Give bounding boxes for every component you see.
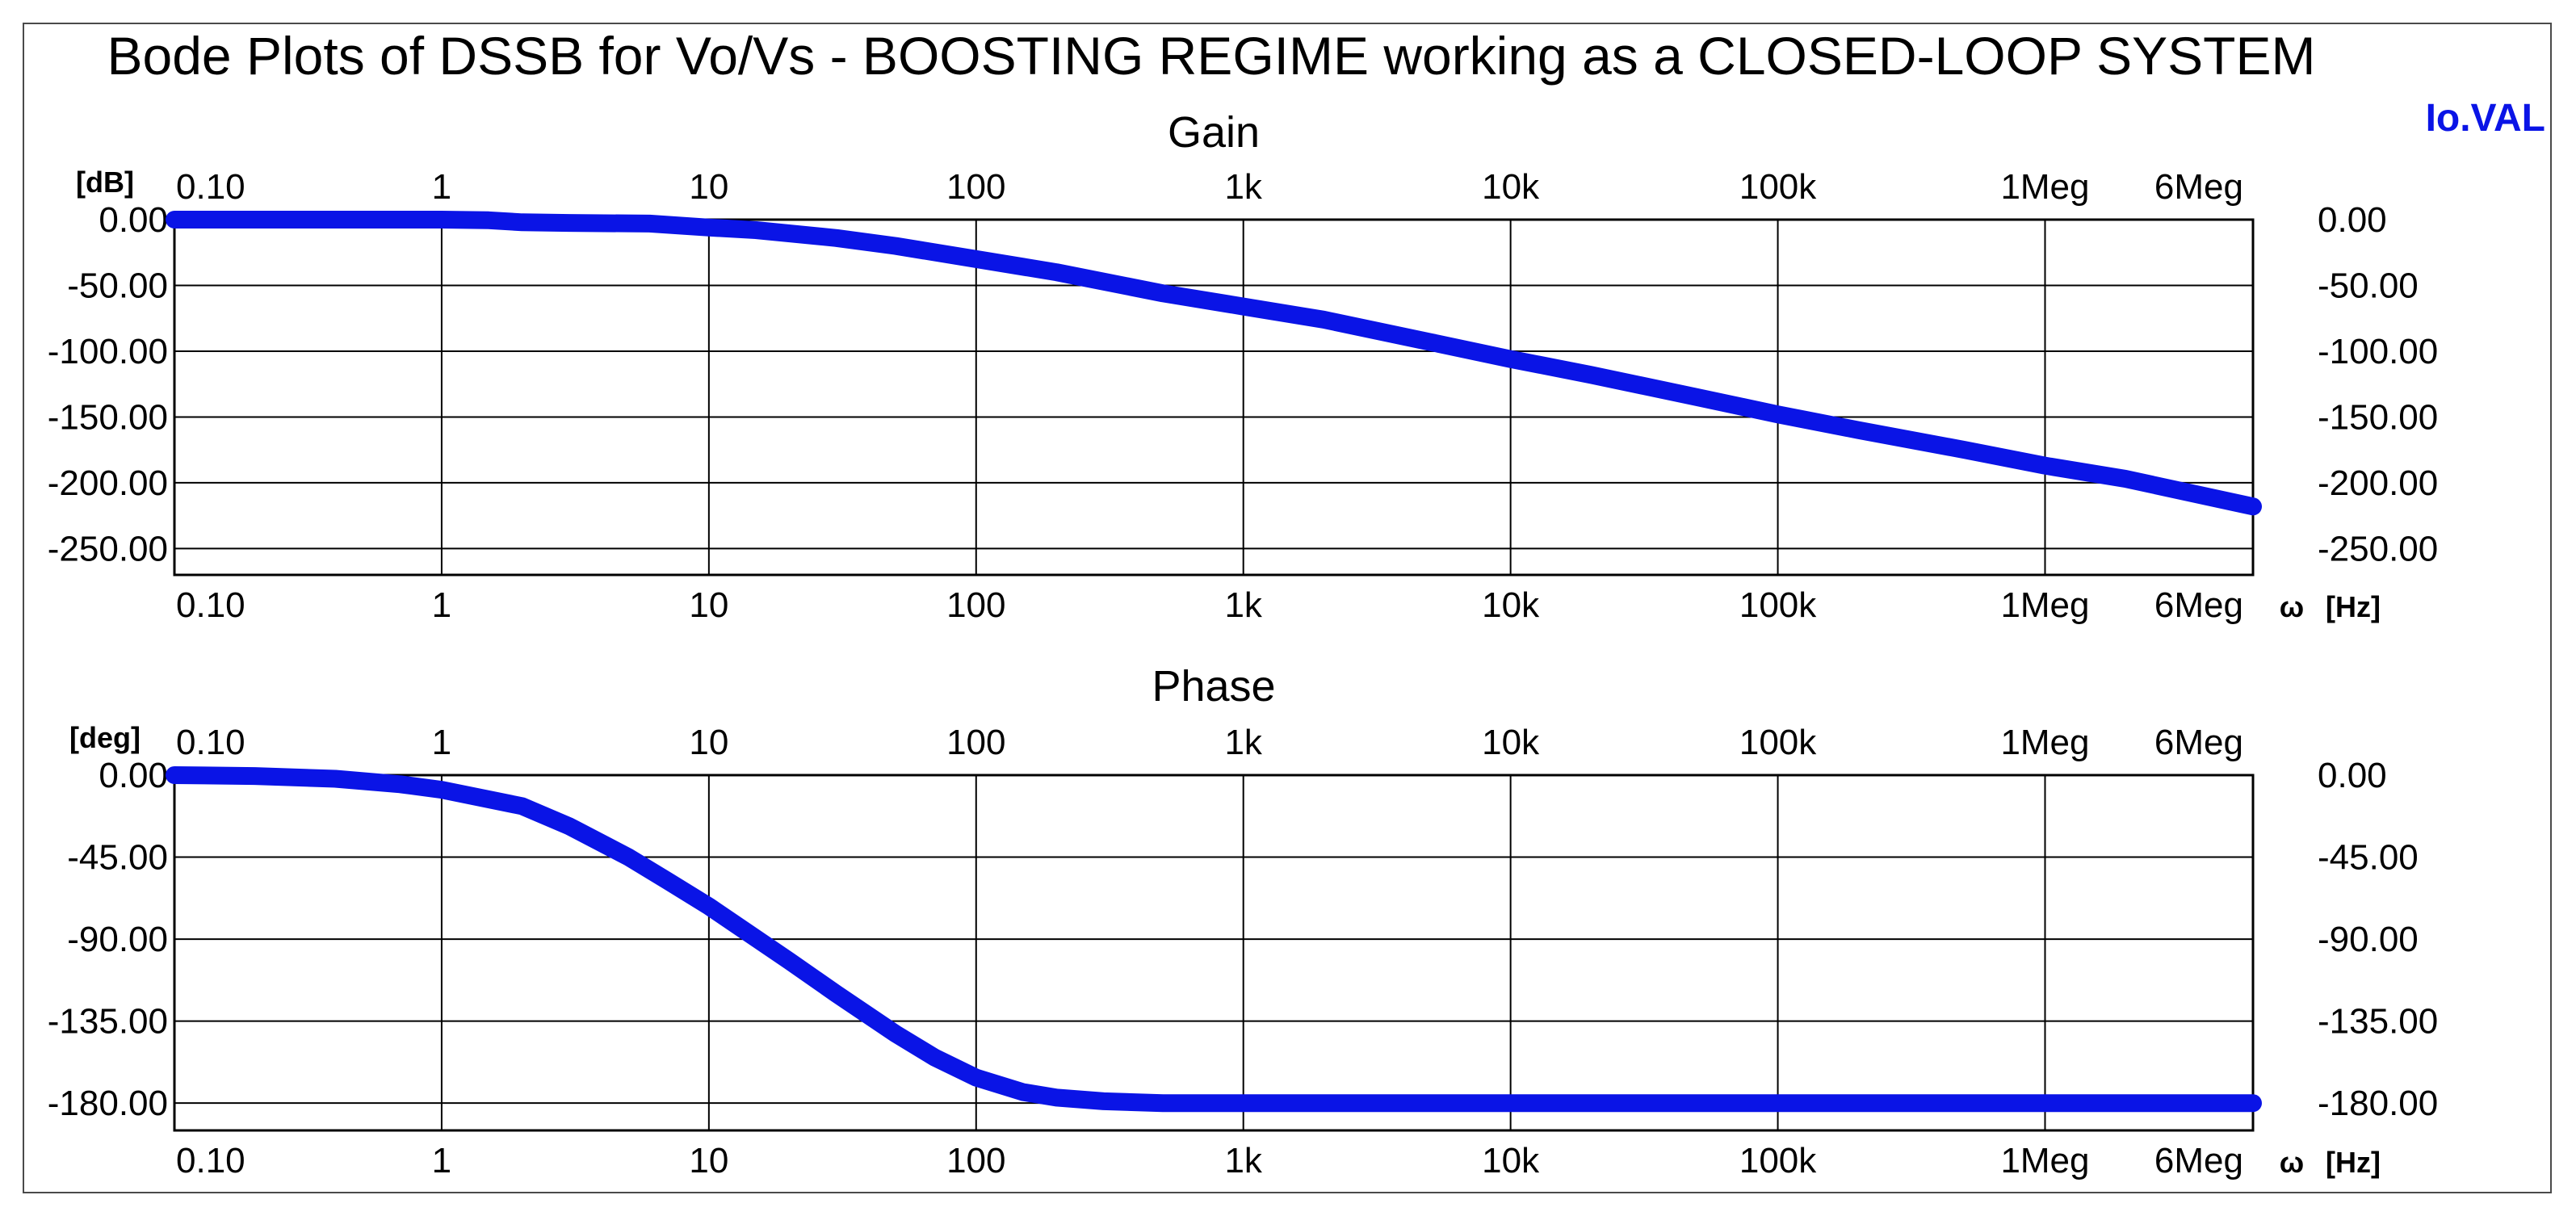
phase-x-tick-label-top: 1k — [1224, 723, 1262, 762]
gain-y-tick-label-right: -150.00 — [2318, 397, 2438, 437]
gain-y-axis-unit: [dB] — [76, 166, 134, 199]
gain-x-tick-label-bottom: 1 — [432, 585, 451, 625]
gain-x-tick-label-top: 10 — [689, 167, 728, 207]
phase-x-tick-label-top: 10 — [689, 723, 728, 762]
gain-y-tick-label-left: -150.00 — [48, 397, 168, 437]
gain-x-tick-label-top: 10k — [1482, 167, 1540, 207]
gain-y-tick-label-left: 0.00 — [99, 200, 168, 240]
gain-x-tick-label-top: 1 — [432, 167, 451, 207]
phase-x-tick-label-bottom: 10k — [1482, 1141, 1540, 1180]
phase-x-tick-label-bottom: 10 — [689, 1141, 728, 1180]
phase-y-tick-label-right: -45.00 — [2318, 838, 2419, 878]
phase-x-tick-label-top: 100 — [946, 723, 1005, 762]
plots-group: Gain0.100.101110101001001k1k10k10k100k10… — [48, 108, 2438, 1180]
phase-x-tick-label-bottom: 1k — [1224, 1141, 1262, 1180]
phase-y-axis-unit: [deg] — [69, 721, 141, 754]
gain-x-axis-symbol: ω — [2280, 590, 2304, 623]
phase-y-tick-label-left: -45.00 — [67, 838, 168, 878]
phase-y-tick-label-right: -180.00 — [2318, 1084, 2438, 1123]
phase-x-tick-label-top: 10k — [1482, 723, 1540, 762]
phase-x-tick-label-top: 1Meg — [2000, 723, 2089, 762]
legend-label: Io.VAL — [2426, 97, 2545, 140]
gain-y-tick-label-left: -50.00 — [67, 266, 168, 305]
phase-x-tick-label-top: 0.10 — [176, 723, 245, 762]
phase-x-tick-label-bottom: 100k — [1739, 1141, 1817, 1180]
phase-plot-title: Phase — [1152, 662, 1275, 711]
gain-y-tick-label-right: -50.00 — [2318, 266, 2419, 305]
phase-x-tick-label-bottom: 6Meg — [2154, 1141, 2243, 1180]
phase-y-tick-label-left: 0.00 — [99, 756, 168, 795]
gain-x-tick-label-bottom: 10 — [689, 585, 728, 625]
gain-x-tick-label-top: 1Meg — [2000, 167, 2089, 207]
gain-x-tick-label-top: 0.10 — [176, 167, 245, 207]
chart-title: Bode Plots of DSSB for Vo/Vs - BOOSTING … — [107, 26, 2315, 86]
phase-x-tick-label-bottom: 1Meg — [2000, 1141, 2089, 1180]
gain-x-tick-label-bottom: 1k — [1224, 585, 1262, 625]
phase-x-axis-unit: [Hz] — [2326, 1146, 2381, 1179]
gain-y-tick-label-left: -200.00 — [48, 463, 168, 503]
phase-y-tick-label-left: -180.00 — [48, 1084, 168, 1123]
gain-series-line — [166, 211, 2262, 516]
gain-x-tick-label-bottom: 10k — [1482, 585, 1540, 625]
gain-x-tick-label-bottom: 100 — [946, 585, 1005, 625]
gain-y-tick-label-right: 0.00 — [2318, 200, 2387, 240]
gain-plot-area — [173, 218, 2255, 577]
phase-x-tick-label-bottom: 0.10 — [176, 1141, 245, 1180]
phase-x-tick-label-bottom: 100 — [946, 1141, 1005, 1180]
gain-y-tick-label-right: -250.00 — [2318, 529, 2438, 568]
gain-x-tick-label-bottom: 100k — [1739, 585, 1817, 625]
gain-x-tick-label-top: 100 — [946, 167, 1005, 207]
gain-plot-title: Gain — [1168, 108, 1260, 157]
gain-y-tick-label-left: -250.00 — [48, 529, 168, 568]
gain-y-tick-label-right: -200.00 — [2318, 463, 2438, 503]
phase-x-tick-label-top: 6Meg — [2154, 723, 2243, 762]
phase-x-tick-label-top: 1 — [432, 723, 451, 762]
phase-x-tick-label-top: 100k — [1739, 723, 1817, 762]
gain-y-tick-label-left: -100.00 — [48, 332, 168, 371]
gain-x-tick-label-top: 100k — [1739, 167, 1817, 207]
gain-x-tick-label-bottom: 1Meg — [2000, 585, 2089, 625]
gain-y-tick-label-right: -100.00 — [2318, 332, 2438, 371]
phase-x-axis-symbol: ω — [2280, 1146, 2304, 1179]
gain-x-tick-label-top: 6Meg — [2154, 167, 2243, 207]
phase-x-tick-label-bottom: 1 — [432, 1141, 451, 1180]
phase-y-tick-label-right: 0.00 — [2318, 756, 2387, 795]
phase-series-line — [166, 766, 2262, 1113]
gain-x-tick-label-bottom: 0.10 — [176, 585, 245, 625]
phase-y-tick-label-left: -135.00 — [48, 1002, 168, 1042]
chart-frame — [23, 23, 2552, 1193]
gain-x-tick-label-top: 1k — [1224, 167, 1262, 207]
phase-plot-area — [173, 774, 2255, 1132]
gain-x-tick-label-bottom: 6Meg — [2154, 585, 2243, 625]
phase-y-tick-label-right: -90.00 — [2318, 920, 2419, 959]
phase-y-tick-label-left: -90.00 — [67, 920, 168, 959]
phase-y-tick-label-right: -135.00 — [2318, 1002, 2438, 1042]
gain-x-axis-unit: [Hz] — [2326, 590, 2381, 623]
